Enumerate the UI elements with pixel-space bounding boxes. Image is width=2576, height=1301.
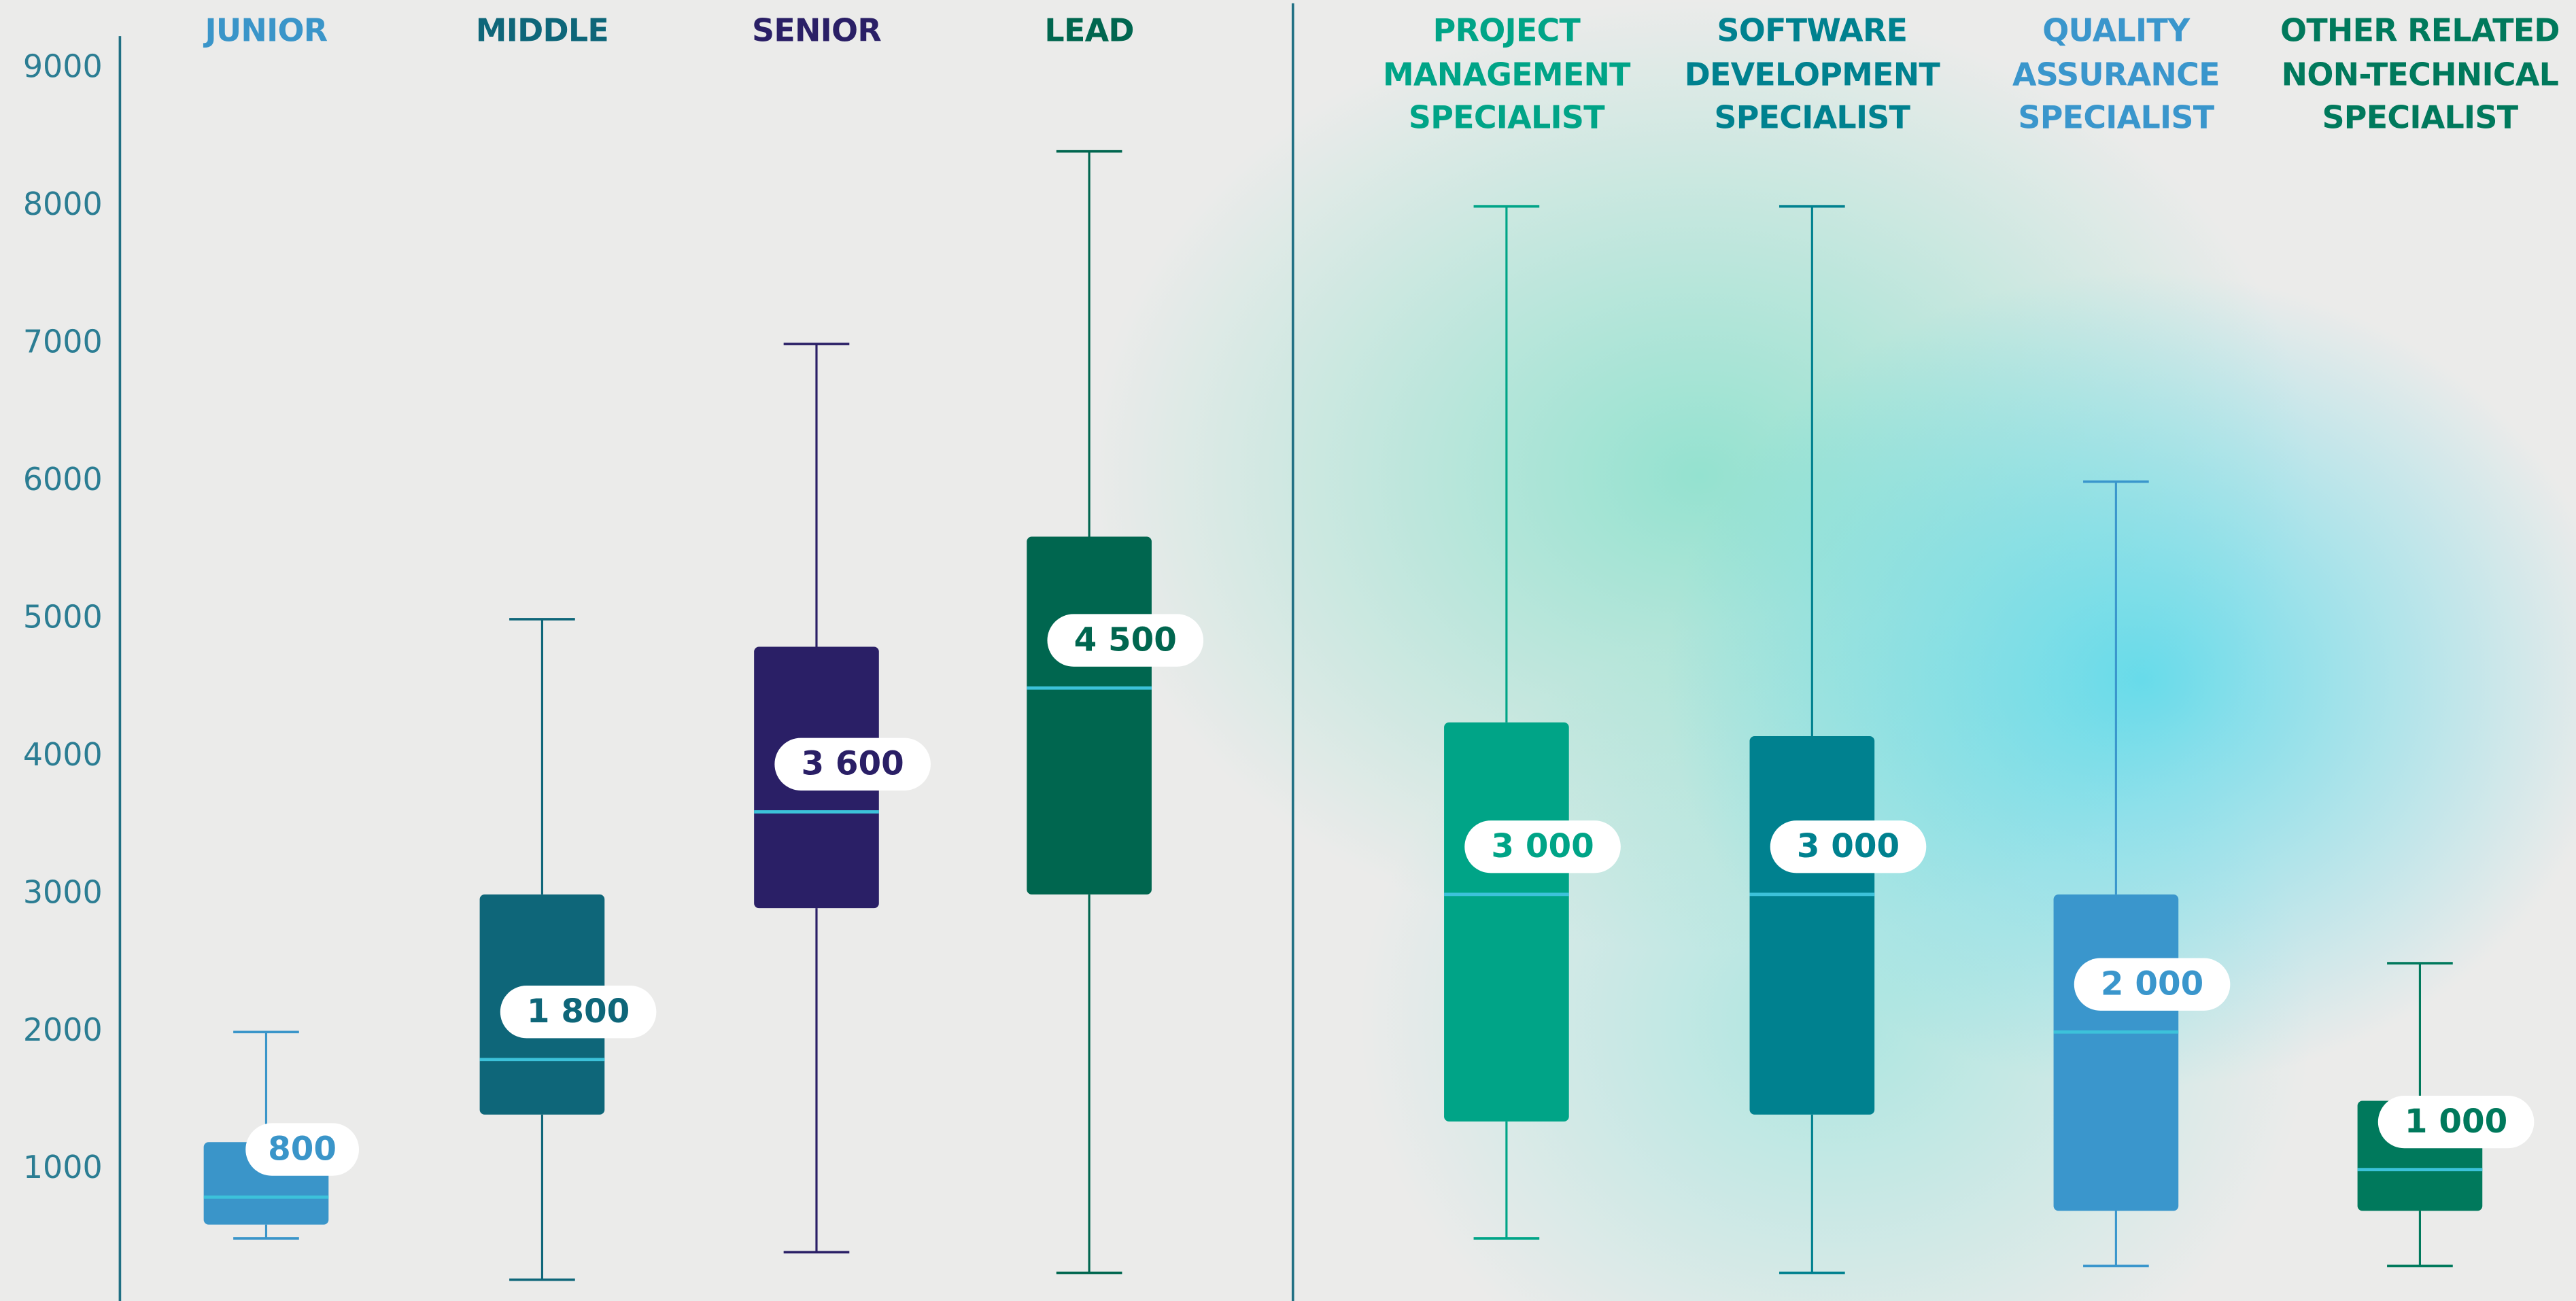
y-tick-label: 5000: [23, 598, 103, 635]
y-tick-label: 4000: [23, 736, 103, 773]
box: [1444, 722, 1569, 1122]
y-tick-label: 7000: [23, 324, 103, 360]
value-label: 4 500: [1074, 621, 1177, 659]
value-label: 3 600: [801, 745, 904, 783]
category-label: SOFTWARE DEVELOPMENT SPECIALIST: [1684, 13, 1940, 137]
value-label: 3 000: [1797, 827, 1900, 865]
box: [2053, 894, 2179, 1211]
y-tick-label: 3000: [23, 873, 103, 910]
value-label: 1 800: [527, 992, 630, 1030]
value-label-pill: [1464, 820, 1621, 873]
y-tick-label: 1000: [23, 1149, 103, 1185]
y-tick-label: 9000: [23, 48, 103, 85]
value-label: 800: [268, 1130, 337, 1168]
value-label: 3 000: [1491, 827, 1594, 865]
value-label: 1 000: [2405, 1103, 2507, 1141]
value-label-pill: [2074, 958, 2231, 1011]
value-label-pill: [1047, 614, 1204, 667]
value-label-pill: [774, 738, 931, 791]
y-tick-label: 2000: [23, 1011, 103, 1048]
value-label-pill: [500, 986, 657, 1039]
category-label: QUALITY ASSURANCE SPECIALIST: [2012, 13, 2220, 137]
box: [1749, 736, 1875, 1115]
category-label: PROJECT MANAGEMENT SPECIALIST: [1382, 13, 1631, 137]
category-label: LEAD: [1044, 13, 1134, 50]
value-label-pill: [2377, 1095, 2535, 1149]
y-tick-label: 8000: [23, 186, 103, 222]
category-label: JUNIOR: [205, 13, 328, 50]
y-tick-label: 6000: [23, 461, 103, 498]
category-label: OTHER RELATED NON-TECHNICAL SPECIALIST: [2280, 13, 2560, 137]
value-label-pill: [245, 1123, 359, 1176]
box: [1027, 536, 1152, 895]
category-label: MIDDLE: [475, 13, 609, 50]
category-label: SENIOR: [751, 13, 882, 50]
value-label-pill: [1770, 820, 1927, 873]
value-label: 2 000: [2101, 965, 2203, 1003]
